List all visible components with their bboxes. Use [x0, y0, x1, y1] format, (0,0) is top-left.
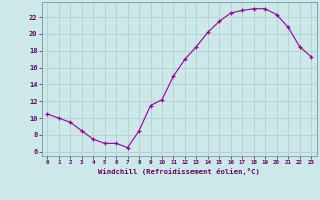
X-axis label: Windchill (Refroidissement éolien,°C): Windchill (Refroidissement éolien,°C) — [98, 168, 260, 175]
